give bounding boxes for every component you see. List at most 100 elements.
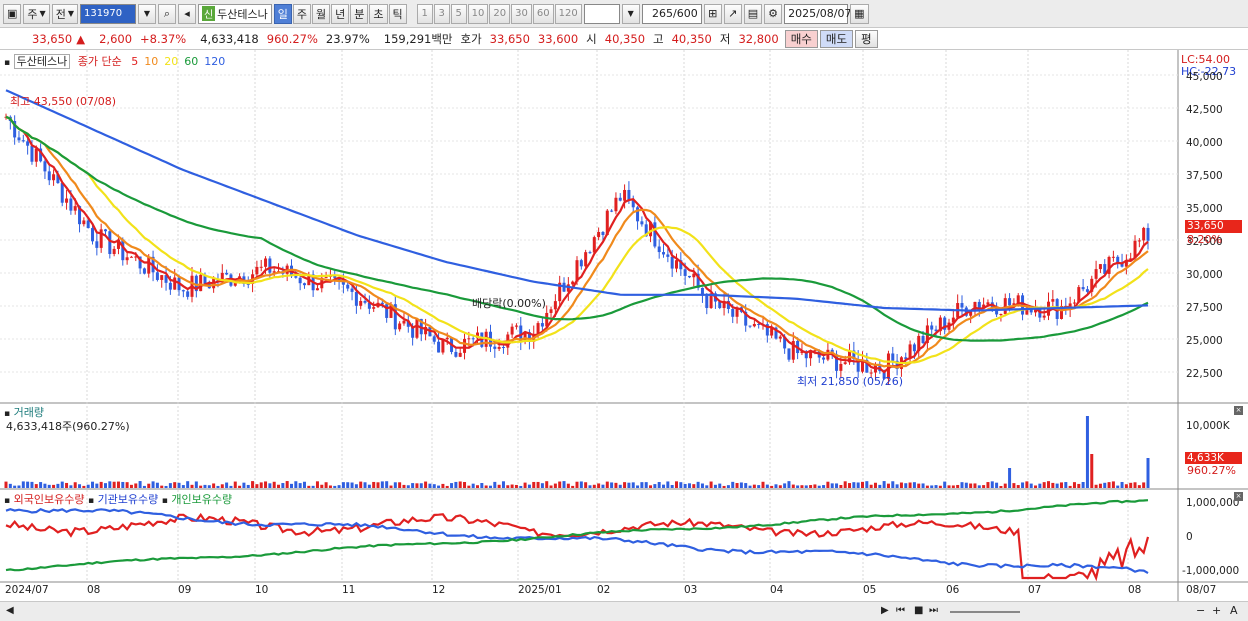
code-dropdown-button[interactable]: ▼ — [137, 3, 156, 24]
volume-bar — [129, 484, 133, 488]
candle-body — [514, 325, 518, 327]
volume-bar — [398, 482, 402, 488]
volume-bar — [1038, 483, 1042, 488]
buy-button[interactable]: 매수 — [784, 29, 818, 48]
chart-area[interactable]: ▪ 두산테스나 종가 단순 5 10 20 60 120 최고 43,550 (07/0… — [0, 50, 1248, 602]
date-label: 02 — [597, 584, 611, 596]
scroll-left-icon[interactable]: ◀ — [6, 605, 14, 616]
candle-body — [272, 271, 276, 273]
calendar-icon[interactable]: ▦ — [850, 3, 869, 24]
volume-bar — [506, 485, 510, 488]
volume-bar — [30, 481, 34, 488]
volume-bar — [216, 485, 220, 488]
candle-body — [441, 339, 445, 353]
interval-20[interactable]: 20 — [489, 3, 511, 24]
tab-4[interactable]: 분 — [350, 3, 369, 24]
stock-name-field[interactable]: 신 두산테스나 — [197, 3, 272, 24]
volume-bar — [121, 481, 125, 488]
ma-title: 종가 단순 — [77, 55, 122, 68]
date-input[interactable]: 2025/08/07 — [784, 3, 852, 24]
scroll-right-icon[interactable]: ▶ — [881, 605, 889, 616]
tab-6[interactable]: 틱 — [388, 3, 407, 24]
candle-body — [103, 229, 107, 232]
count-field[interactable]: 265/600 — [641, 3, 702, 24]
tab-2[interactable]: 월 — [312, 3, 331, 24]
interval-30[interactable]: 30 — [511, 3, 532, 24]
menu-icon[interactable]: ▪ — [4, 409, 11, 419]
zoom-in-icon[interactable]: + — [1212, 604, 1222, 617]
market-select[interactable]: 주 ▼ — [23, 3, 50, 24]
sound-icon[interactable]: ◂ — [177, 3, 196, 24]
prev-period-button[interactable]: 전 ▼ — [51, 3, 78, 24]
candle-body — [843, 362, 847, 364]
close-icon[interactable]: × — [1234, 406, 1243, 415]
volume-bar — [934, 485, 938, 488]
interval-120[interactable]: 120 — [554, 3, 582, 24]
volume-bar — [514, 484, 518, 488]
volume-bar — [471, 483, 475, 488]
tab-0[interactable]: 일 — [273, 3, 292, 24]
tab-5[interactable]: 초 — [369, 3, 388, 24]
interval-60[interactable]: 60 — [532, 3, 554, 24]
tab-1[interactable]: 주 — [292, 3, 312, 24]
close-icon[interactable]: × — [1234, 492, 1243, 501]
interval-input[interactable] — [583, 3, 620, 24]
volume-bar — [1016, 485, 1020, 488]
candle-body — [259, 266, 263, 268]
candle-body — [1042, 315, 1046, 318]
gear-icon[interactable]: ⚙ — [764, 3, 783, 24]
eval-button[interactable]: 평 — [855, 29, 878, 48]
candle-body — [731, 308, 735, 317]
volume-bar — [246, 484, 250, 488]
candle-body — [1146, 227, 1150, 241]
volume-bar — [527, 484, 531, 488]
menu-icon[interactable]: ▪ — [87, 496, 95, 506]
sell-button[interactable]: 매도 — [819, 29, 854, 48]
candle-body — [865, 359, 869, 373]
volume-bar — [125, 482, 129, 488]
stop-icon[interactable]: ■ — [914, 605, 924, 616]
candle-body — [579, 260, 583, 267]
menu-icon[interactable]: ▪ — [161, 496, 168, 506]
ma-period-60: 60 — [184, 55, 199, 68]
volume-bar — [627, 482, 631, 488]
candle-body — [1034, 308, 1038, 313]
zoom-out-icon[interactable]: − — [1196, 604, 1206, 617]
rewind-icon[interactable]: ⏮ — [896, 605, 905, 616]
font-size-icon[interactable]: A — [1230, 604, 1238, 617]
ma-periods: 5 10 20 60 120 — [125, 55, 225, 68]
code-input[interactable]: 131970 — [79, 3, 136, 24]
volume-bar — [817, 485, 821, 488]
volume-bar — [1012, 483, 1016, 488]
candle-body — [705, 295, 709, 309]
draw-tool-icon[interactable]: ↗ — [723, 3, 742, 24]
open-label: 시 — [586, 31, 597, 46]
volume-bar — [320, 484, 324, 488]
zoom-slider[interactable] — [950, 611, 1020, 613]
menu-icon[interactable]: ▪ — [4, 496, 11, 506]
interval-3[interactable]: 3 — [433, 3, 450, 24]
tab-3[interactable]: 년 — [331, 3, 350, 24]
interval-5[interactable]: 5 — [450, 3, 467, 24]
high-annotation: 최고 43,550 (07/08) — [10, 95, 117, 108]
save-icon[interactable]: ▤ — [743, 3, 763, 24]
ma-line-60 — [5, 115, 1149, 342]
fast-forward-icon[interactable]: ⏭ — [929, 605, 938, 616]
menu-icon[interactable]: ▪ — [4, 58, 11, 68]
volume-bar — [380, 481, 384, 488]
volume-bar — [445, 485, 449, 488]
volume-bar — [605, 481, 609, 488]
interval-10[interactable]: 10 — [467, 3, 489, 24]
candle-body — [523, 332, 527, 342]
search-icon[interactable]: ⌕ — [157, 3, 176, 24]
volume-bar — [1090, 454, 1094, 488]
interval-1[interactable]: 1 — [416, 3, 433, 24]
volume-bar — [264, 481, 268, 488]
interval-dropdown-button[interactable]: ▼ — [621, 3, 640, 24]
candle-body — [696, 273, 700, 288]
chart-type-icon[interactable]: ⊞ — [703, 3, 722, 24]
candle-body — [501, 347, 505, 349]
layout-icon[interactable]: ▣ — [3, 3, 22, 24]
chart-canvas[interactable] — [0, 50, 1248, 602]
volume-bar — [886, 483, 890, 488]
